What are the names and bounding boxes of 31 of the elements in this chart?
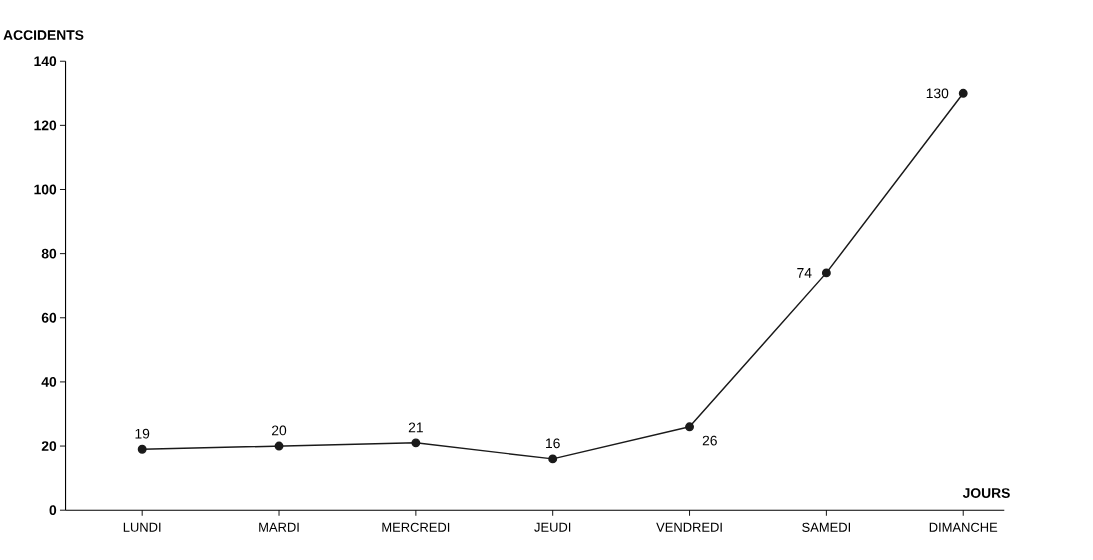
data-label: 19 xyxy=(135,428,150,439)
point xyxy=(411,438,421,448)
point xyxy=(274,441,284,451)
point xyxy=(685,422,694,432)
x-tick-label: VENDREDI xyxy=(656,522,722,532)
point xyxy=(548,454,558,464)
point xyxy=(137,444,147,454)
data-label: 16 xyxy=(546,438,560,449)
x-tick-label: DIMANCHE xyxy=(929,522,998,532)
y-tick-label: 40 xyxy=(41,376,57,387)
y-tick-label: 80 xyxy=(41,248,57,259)
y-tick-label: 0 xyxy=(49,505,57,515)
x-tick-label: MARDI xyxy=(259,522,299,532)
y-tick-label: 100 xyxy=(34,184,57,195)
x-tick-label: SAMEDI xyxy=(802,522,850,532)
data-label: 21 xyxy=(408,422,423,433)
x-tick-label: JEUDI xyxy=(534,522,571,532)
y-tick-label: 120 xyxy=(34,120,57,131)
y-axis-title: ACCIDENTS xyxy=(3,30,84,40)
point xyxy=(821,268,831,278)
y-tick-label: 20 xyxy=(41,441,57,451)
x-tick-label: MERCREDI xyxy=(382,522,450,532)
data-label: 74 xyxy=(797,267,812,278)
data-label: 20 xyxy=(272,425,287,436)
data-label: 26 xyxy=(702,435,717,446)
x-tick-label: LUNDI xyxy=(123,522,161,532)
x-axis-title: JOURS xyxy=(962,487,1010,498)
y-tick-label: 140 xyxy=(34,56,57,66)
point xyxy=(958,88,968,98)
y-tick-label: 60 xyxy=(41,312,57,323)
data-label: 130 xyxy=(926,88,949,99)
